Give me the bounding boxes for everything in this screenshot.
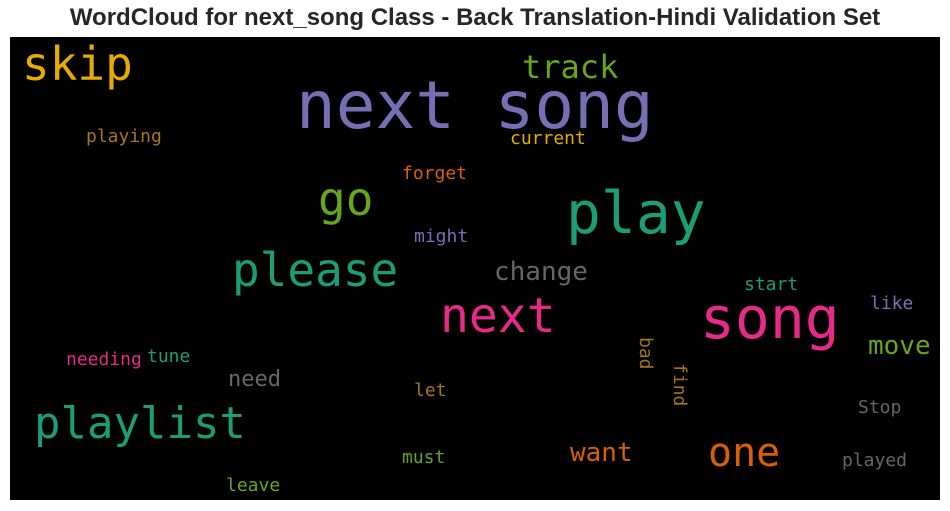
word-track: track	[522, 48, 619, 86]
word-needing: needing	[66, 349, 142, 370]
word-let: let	[414, 380, 447, 401]
word-stop: Stop	[858, 397, 902, 418]
word-change: change	[494, 257, 588, 287]
word-like: like	[870, 293, 914, 314]
word-song: song	[700, 284, 840, 352]
word-tune: tune	[147, 346, 191, 367]
wordcloud-canvas: next song song play next please playlist skip g…	[10, 37, 940, 500]
word-must: must	[402, 447, 446, 468]
word-playing: playing	[86, 126, 162, 147]
word-playlist: playlist	[34, 398, 246, 449]
word-want: want	[570, 438, 633, 468]
word-one: one	[708, 430, 781, 476]
word-start: start	[744, 274, 799, 295]
word-leave: leave	[226, 475, 281, 496]
word-bad: bad	[635, 337, 656, 370]
word-play: play	[566, 179, 706, 247]
word-please: please	[232, 243, 399, 297]
word-need: need	[228, 367, 281, 392]
chart-title: WordCloud for next_song Class - Back Tra…	[69, 4, 881, 31]
word-might: might	[414, 226, 469, 247]
word-skip: skip	[22, 37, 133, 91]
word-go: go	[318, 172, 374, 226]
word-move: move	[868, 331, 931, 361]
word-played: played	[842, 450, 908, 471]
word-find: find	[669, 363, 690, 407]
word-next-song: next song	[296, 67, 654, 144]
word-current: current	[510, 128, 586, 149]
word-forget: forget	[402, 163, 468, 184]
word-next: next	[440, 288, 556, 344]
